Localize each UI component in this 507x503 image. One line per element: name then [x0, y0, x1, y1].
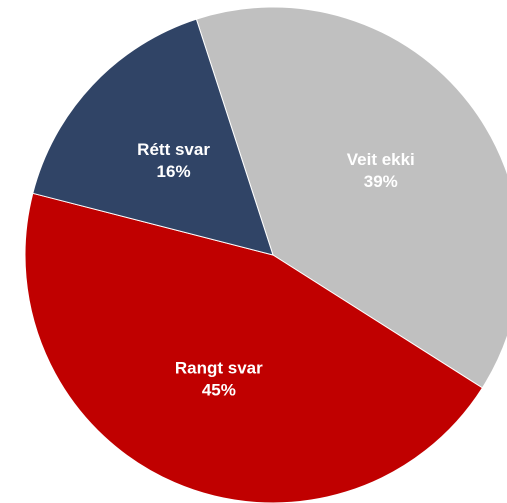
slice-label: Rétt svar: [137, 140, 210, 159]
slice-label: Veit ekki: [347, 150, 415, 169]
pie-slice: [32, 18, 274, 256]
slice-value-label: 39%: [364, 172, 398, 191]
slice-value-label: 16%: [157, 162, 191, 181]
slice-label: Rangt svar: [175, 359, 263, 378]
slice-value-label: 45%: [202, 381, 236, 400]
pie-slice: [195, 6, 507, 389]
pie-slice: [24, 192, 484, 503]
